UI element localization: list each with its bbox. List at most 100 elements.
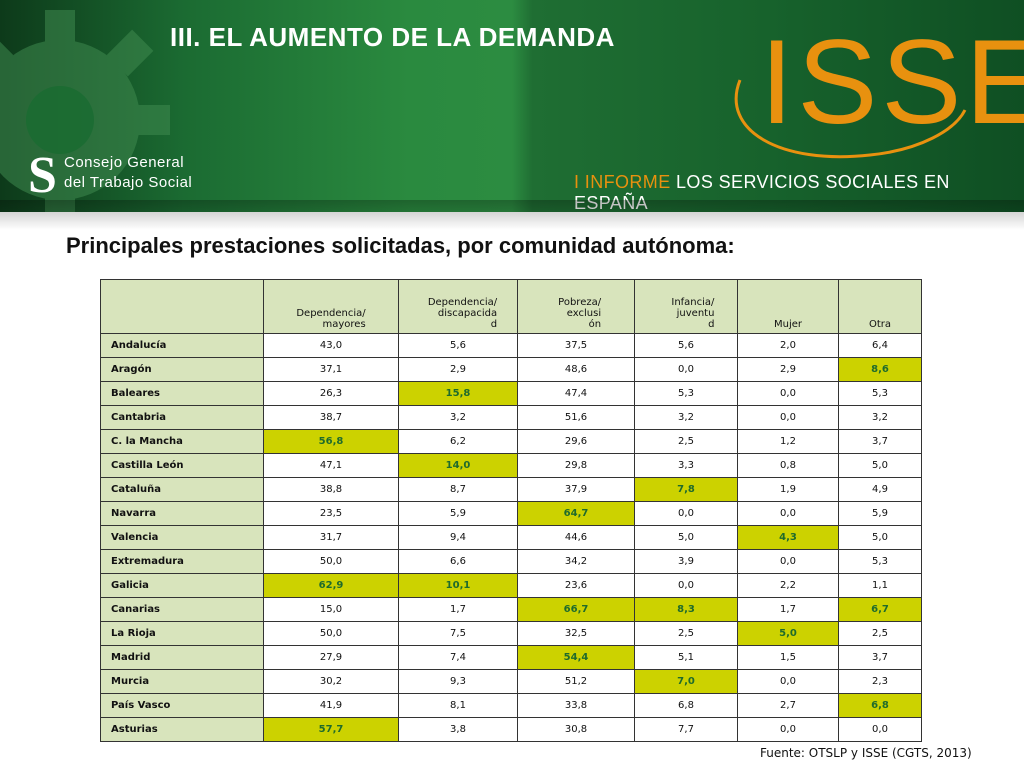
value-cell: 37,5 — [517, 333, 635, 358]
value-cell: 7,5 — [398, 621, 518, 646]
value-cell: 0,0 — [737, 501, 839, 526]
value-cell: 0,0 — [634, 357, 738, 382]
value-cell: 1,7 — [737, 597, 839, 622]
value-cell: 3,9 — [634, 549, 738, 574]
region-cell: La Rioja — [100, 621, 264, 646]
value-cell: 4,9 — [838, 477, 922, 502]
table-row: País Vasco 41,9 8,1 33,8 6,8 2,7 6,8 — [100, 693, 922, 718]
table-row: Andalucía 43,0 5,6 37,5 5,6 2,0 6,4 — [100, 333, 922, 358]
value-cell: 50,0 — [263, 621, 399, 646]
value-cell: 2,2 — [737, 573, 839, 598]
value-cell: 41,9 — [263, 693, 399, 718]
table-row: Navarra 23,5 5,9 64,7 0,0 0,0 5,9 — [100, 501, 922, 526]
value-cell: 3,3 — [634, 453, 738, 478]
value-cell: 51,2 — [517, 669, 635, 694]
table-body: Andalucía 43,0 5,6 37,5 5,6 2,0 6,4 Aragón 37,1 2… — [100, 333, 922, 742]
region-cell: Asturias — [100, 717, 264, 742]
value-cell: 0,0 — [634, 501, 738, 526]
value-cell: 31,7 — [263, 525, 399, 550]
value-cell: 7,4 — [398, 645, 518, 670]
value-cell: 2,3 — [838, 669, 922, 694]
value-cell: 5,3 — [838, 381, 922, 406]
region-cell: Galicia — [100, 573, 264, 598]
section-title: III. EL AUMENTO DE LA DEMANDA — [170, 22, 615, 52]
value-cell-highlighted: 4,3 — [737, 525, 839, 550]
header-cell: Mujer — [737, 279, 839, 334]
isse-subtitle-accent: I INFORME — [574, 172, 671, 192]
value-cell: 9,4 — [398, 525, 518, 550]
isse-swoosh-icon — [734, 79, 967, 159]
value-cell: 38,8 — [263, 477, 399, 502]
value-cell: 6,6 — [398, 549, 518, 574]
value-cell: 3,7 — [838, 645, 922, 670]
value-cell: 7,7 — [634, 717, 738, 742]
value-cell: 47,4 — [517, 381, 635, 406]
value-cell: 0,0 — [838, 717, 922, 742]
value-cell: 5,0 — [634, 525, 738, 550]
value-cell: 5,3 — [838, 549, 922, 574]
value-cell: 44,6 — [517, 525, 635, 550]
value-cell: 29,8 — [517, 453, 635, 478]
value-cell: 2,7 — [737, 693, 839, 718]
value-cell: 3,2 — [838, 405, 922, 430]
region-cell: Canarias — [100, 597, 264, 622]
value-cell-highlighted: 8,6 — [838, 357, 922, 382]
value-cell: 9,3 — [398, 669, 518, 694]
value-cell: 5,0 — [838, 453, 922, 478]
table-row: Murcia 30,2 9,3 51,2 7,0 0,0 2,3 — [100, 669, 922, 694]
value-cell-highlighted: 62,9 — [263, 573, 399, 598]
value-cell-highlighted: 7,0 — [634, 669, 738, 694]
value-cell-highlighted: 66,7 — [517, 597, 635, 622]
value-cell: 23,6 — [517, 573, 635, 598]
value-cell: 5,6 — [634, 333, 738, 358]
table-row: Asturias 57,7 3,8 30,8 7,7 0,0 0,0 — [100, 717, 922, 742]
header-cell: Otra — [838, 279, 922, 334]
isse-logo: ISSE — [760, 15, 1024, 149]
region-cell: País Vasco — [100, 693, 264, 718]
value-cell: 0,0 — [737, 381, 839, 406]
cgts-logo: S Consejo General del Trabajo Social — [28, 150, 258, 202]
value-cell-highlighted: 10,1 — [398, 573, 518, 598]
value-cell: 2,0 — [737, 333, 839, 358]
value-cell-highlighted: 5,0 — [737, 621, 839, 646]
value-cell: 1,7 — [398, 597, 518, 622]
table-row: Extremadura 50,0 6,6 34,2 3,9 0,0 5,3 — [100, 549, 922, 574]
value-cell: 15,0 — [263, 597, 399, 622]
region-cell: Castilla León — [100, 453, 264, 478]
region-cell: Extremadura — [100, 549, 264, 574]
value-cell: 37,9 — [517, 477, 635, 502]
isse-subtitle-rest: LOS SERVICIOS SOCIALES EN ESPAÑA — [574, 172, 950, 212]
header-cell: Dependencia/ mayores — [263, 279, 399, 334]
value-cell: 6,4 — [838, 333, 922, 358]
value-cell: 2,5 — [634, 429, 738, 454]
value-cell: 5,9 — [838, 501, 922, 526]
value-cell: 32,5 — [517, 621, 635, 646]
value-cell: 26,3 — [263, 381, 399, 406]
value-cell: 5,1 — [634, 645, 738, 670]
region-cell: Andalucía — [100, 333, 264, 358]
value-cell: 38,7 — [263, 405, 399, 430]
value-cell-highlighted: 14,0 — [398, 453, 518, 478]
value-cell: 6,8 — [634, 693, 738, 718]
value-cell: 2,5 — [634, 621, 738, 646]
value-cell: 34,2 — [517, 549, 635, 574]
value-cell-highlighted: 7,8 — [634, 477, 738, 502]
value-cell: 43,0 — [263, 333, 399, 358]
value-cell: 48,6 — [517, 357, 635, 382]
value-cell: 5,3 — [634, 381, 738, 406]
value-cell: 1,1 — [838, 573, 922, 598]
region-cell: Baleares — [100, 381, 264, 406]
region-cell: Madrid — [100, 645, 264, 670]
value-cell: 30,8 — [517, 717, 635, 742]
isse-subtitle: I INFORME LOS SERVICIOS SOCIALES EN ESPA… — [574, 172, 1024, 212]
value-cell: 3,7 — [838, 429, 922, 454]
region-cell: Aragón — [100, 357, 264, 382]
header-cell: Dependencia/ discapacida d — [398, 279, 518, 334]
table-row: Baleares 26,3 15,8 47,4 5,3 0,0 5,3 — [100, 381, 922, 406]
table-row: C. la Mancha 56,8 6,2 29,6 2,5 1,2 3,7 — [100, 429, 922, 454]
value-cell: 5,9 — [398, 501, 518, 526]
value-cell: 0,0 — [737, 405, 839, 430]
page-heading: Principales prestaciones solicitadas, po… — [66, 233, 735, 258]
cgts-logo-line2: del Trabajo Social — [64, 174, 193, 191]
header-cell: Pobreza/ exclusi ón — [517, 279, 635, 334]
